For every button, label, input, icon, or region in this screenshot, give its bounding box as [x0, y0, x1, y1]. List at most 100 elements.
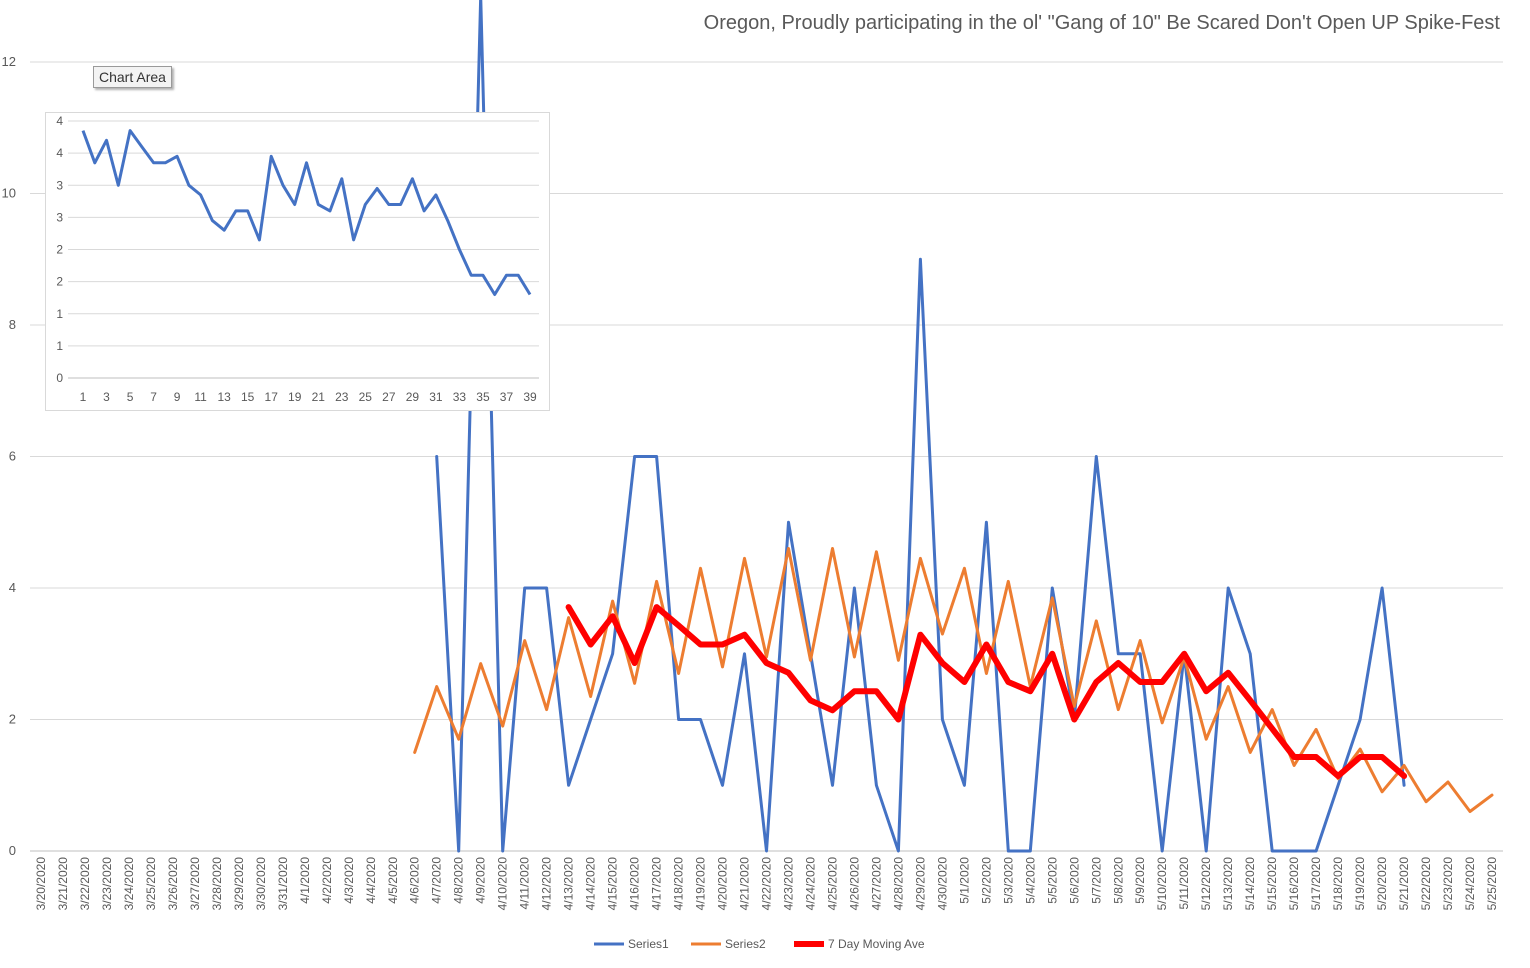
main-x-tick-label: 4/28/2020 — [891, 857, 905, 911]
legend: Series1 Series2 7 Day Moving Ave — [594, 937, 925, 951]
inset-y-tick-label: 4 — [56, 114, 63, 128]
main-series-line-2 — [413, 547, 1494, 813]
inset-x-tick-label: 31 — [429, 390, 443, 404]
main-x-tick-label: 4/14/2020 — [584, 857, 598, 911]
main-x-tick-label: 3/29/2020 — [232, 857, 246, 911]
main-x-tick-label: 4/3/2020 — [342, 857, 356, 904]
inset-x-tick-label: 37 — [500, 390, 514, 404]
main-x-tick-label: 5/23/2020 — [1441, 857, 1455, 911]
inset-series-line — [81, 129, 532, 296]
main-x-tick-label: 5/15/2020 — [1265, 857, 1279, 911]
main-x-tick-label: 3/26/2020 — [166, 857, 180, 911]
legend-label: Series1 — [628, 937, 669, 951]
main-x-tick-label: 4/21/2020 — [738, 857, 752, 911]
inset-y-axis: 0 1 1 2 2 3 3 4 4 — [56, 114, 63, 385]
main-x-tick-label: 5/17/2020 — [1309, 857, 1323, 911]
inset-y-tick-label: 4 — [56, 146, 63, 160]
main-y-tick-label: 4 — [9, 580, 16, 595]
inset-x-tick-label: 9 — [174, 390, 181, 404]
main-x-tick-label: 5/6/2020 — [1067, 857, 1081, 904]
main-x-tick-label: 4/12/2020 — [540, 857, 554, 911]
main-x-tick-label: 4/23/2020 — [781, 857, 795, 911]
main-x-tick-label: 3/23/2020 — [100, 857, 114, 911]
main-x-tick-label: 4/27/2020 — [869, 857, 883, 911]
main-x-tick-label: 4/17/2020 — [650, 857, 664, 911]
main-x-tick-label: 5/8/2020 — [1111, 857, 1125, 904]
main-x-tick-label: 5/22/2020 — [1419, 857, 1433, 911]
main-x-tick-label: 4/9/2020 — [474, 857, 488, 904]
main-x-tick-label: 3/28/2020 — [210, 857, 224, 911]
legend-label: 7 Day Moving Ave — [828, 937, 925, 951]
inset-x-tick-label: 23 — [335, 390, 349, 404]
legend-label: Series2 — [725, 937, 766, 951]
chart-title: Oregon, Proudly participating in the ol'… — [703, 12, 1500, 34]
main-x-tick-label: 4/22/2020 — [760, 857, 774, 911]
main-x-tick-label: 5/5/2020 — [1045, 857, 1059, 904]
inset-x-tick-label: 5 — [127, 390, 134, 404]
main-x-tick-label: 4/5/2020 — [386, 857, 400, 904]
main-x-tick-label: 3/24/2020 — [122, 857, 136, 911]
inset-series-line — [81, 129, 532, 296]
main-y-tick-label: 12 — [2, 54, 16, 69]
inset-x-tick-label: 11 — [194, 390, 207, 404]
inset-x-tick-label: 3 — [103, 390, 110, 404]
main-x-tick-label: 4/26/2020 — [847, 857, 861, 911]
main-x-tick-label: 5/24/2020 — [1463, 857, 1477, 911]
main-x-tick-label: 5/7/2020 — [1089, 857, 1103, 904]
main-x-tick-label: 5/20/2020 — [1375, 857, 1389, 911]
main-x-tick-label: 5/14/2020 — [1243, 857, 1257, 911]
main-x-tick-label: 5/10/2020 — [1155, 857, 1169, 911]
inset-x-tick-label: 19 — [288, 390, 302, 404]
inset-gridlines — [68, 120, 539, 379]
main-x-tick-label: 4/16/2020 — [628, 857, 642, 911]
main-x-tick-label: 4/29/2020 — [913, 857, 927, 911]
chart-area-tooltip: Chart Area — [93, 66, 172, 88]
main-x-tick-label: 5/4/2020 — [1023, 857, 1037, 904]
main-y-tick-label: 10 — [2, 186, 16, 201]
main-x-tick-label: 5/25/2020 — [1485, 857, 1499, 911]
main-x-tick-label: 3/30/2020 — [254, 857, 268, 911]
inset-x-tick-label: 25 — [359, 390, 373, 404]
main-y-tick-label: 8 — [9, 317, 16, 332]
inset-x-tick-label: 1 — [80, 390, 87, 404]
inset-x-tick-label: 21 — [312, 390, 326, 404]
main-x-tick-label: 5/12/2020 — [1199, 857, 1213, 911]
main-x-tick-label: 5/2/2020 — [979, 857, 993, 904]
main-x-tick-label: 4/15/2020 — [606, 857, 620, 911]
main-x-tick-label: 5/19/2020 — [1353, 857, 1367, 911]
inset-x-axis: 1 3 5 7 9 11 13 15 17 19 21 23 25 27 29 31 33 35 37 39 — [80, 390, 537, 404]
inset-y-tick-label: 3 — [56, 210, 63, 224]
main-x-tick-label: 5/1/2020 — [957, 857, 971, 904]
main-x-tick-label: 5/13/2020 — [1221, 857, 1235, 911]
inset-x-tick-label: 39 — [523, 390, 537, 404]
main-x-tick-label: 4/1/2020 — [298, 857, 312, 904]
inset-x-tick-label: 35 — [476, 390, 490, 404]
inset-y-tick-label: 2 — [56, 243, 63, 257]
main-x-tick-label: 5/11/2020 — [1177, 857, 1191, 910]
inset-y-tick-label: 1 — [56, 339, 63, 353]
main-x-tick-label: 5/9/2020 — [1133, 857, 1147, 904]
main-x-tick-label: 3/21/2020 — [56, 857, 70, 911]
inset-y-tick-label: 1 — [56, 307, 63, 321]
main-x-tick-label: 4/30/2020 — [935, 857, 949, 911]
main-x-tick-label: 5/16/2020 — [1287, 857, 1301, 911]
main-x-tick-label: 3/31/2020 — [276, 857, 290, 911]
main-x-tick-label: 4/25/2020 — [825, 857, 839, 911]
main-x-tick-label: 5/18/2020 — [1331, 857, 1345, 911]
main-x-tick-label: 4/4/2020 — [364, 857, 378, 904]
main-x-tick-label: 4/19/2020 — [694, 857, 708, 911]
inset-x-tick-label: 29 — [406, 390, 420, 404]
main-x-tick-label: 4/10/2020 — [496, 857, 510, 911]
main-x-tick-label: 4/24/2020 — [803, 857, 817, 911]
inset-x-tick-label: 13 — [217, 390, 231, 404]
main-y-tick-label: 0 — [9, 843, 16, 858]
main-x-tick-label: 4/13/2020 — [562, 857, 576, 911]
main-x-tick-label: 4/2/2020 — [320, 857, 334, 904]
main-x-tick-label: 3/20/2020 — [34, 857, 48, 911]
main-x-tick-label: 4/8/2020 — [452, 857, 466, 904]
main-x-tick-label: 5/21/2020 — [1397, 857, 1411, 911]
inset-x-tick-label: 27 — [382, 390, 396, 404]
inset-x-tick-label: 15 — [241, 390, 255, 404]
